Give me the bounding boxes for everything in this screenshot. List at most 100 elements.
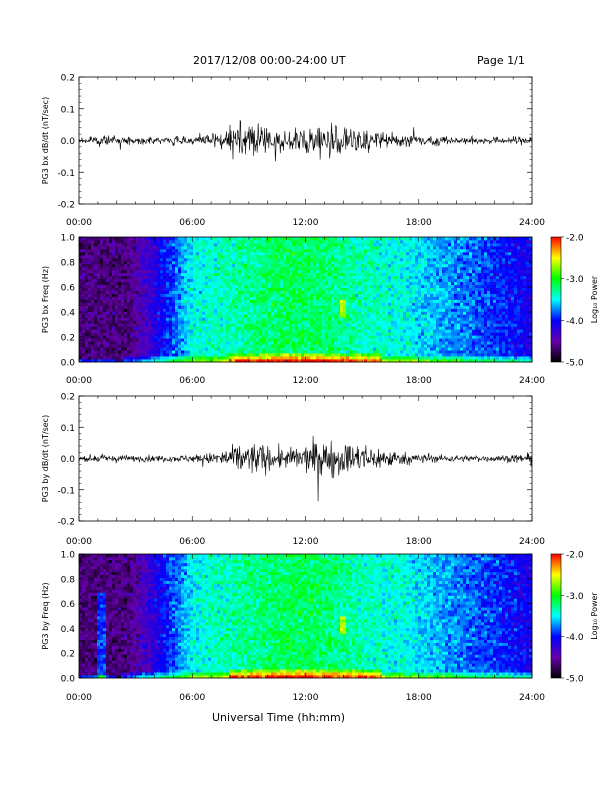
spectrogram-cell — [334, 317, 338, 321]
spectrogram-cell — [376, 239, 380, 244]
spectrogram-cell — [349, 263, 353, 268]
spectrogram-cell — [247, 353, 251, 357]
spectrogram-cell — [364, 314, 368, 318]
spectrogram-cell — [139, 281, 143, 286]
spectrogram-cell — [196, 305, 200, 309]
spectrogram-cell — [118, 308, 122, 312]
spectrogram-cell — [130, 287, 134, 291]
spectrogram-cell — [409, 239, 413, 244]
spectrogram-cell — [418, 239, 422, 244]
spectrogram-cell — [214, 278, 218, 283]
spectrogram-cell — [109, 296, 113, 300]
spectrogram-cell — [346, 353, 350, 357]
spectrogram-cell — [121, 239, 125, 244]
spectrogram-cell — [88, 344, 92, 348]
spectrogram-cell — [274, 242, 278, 247]
spectrogram-cell — [175, 254, 179, 259]
spectrogram-cell — [373, 338, 377, 342]
spectrogram-cell — [226, 359, 230, 363]
spectrogram-cell — [385, 251, 389, 256]
spectrogram-cell — [379, 281, 383, 286]
spectrogram-cell — [181, 278, 185, 283]
spectrogram-cell — [151, 251, 155, 256]
spectrogram-cell — [223, 359, 227, 363]
spectrogram-cell — [268, 296, 272, 300]
spectrogram-cell — [304, 350, 308, 354]
spectrogram-cell — [169, 239, 173, 244]
spectrogram-cell — [364, 284, 368, 288]
spectrogram-cell — [340, 266, 344, 271]
spectrogram-cell — [304, 326, 308, 330]
spectrogram-cell — [205, 314, 209, 318]
spectrogram-cell — [157, 335, 161, 339]
spectrogram-cell — [349, 317, 353, 321]
spectrogram-cell — [217, 290, 221, 294]
spectrogram-cell — [322, 329, 326, 333]
spectrogram-cell — [298, 332, 302, 336]
spectrogram-cell — [139, 353, 143, 357]
spectrogram-cell — [226, 338, 230, 342]
spectrogram-cell — [118, 287, 122, 291]
spectrogram-cell — [91, 353, 95, 357]
spectrogram-cell — [88, 305, 92, 309]
spectrogram-cell — [409, 269, 413, 274]
spectrogram-cell — [166, 272, 170, 277]
spectrogram-cell — [343, 263, 347, 268]
spectrogram-cell — [367, 290, 371, 294]
spectrogram-cell — [88, 335, 92, 339]
spectrogram-cell — [349, 284, 353, 288]
spectrogram-cell — [103, 284, 107, 288]
spectrogram-cell — [307, 296, 311, 300]
spectrogram-cell — [253, 245, 257, 250]
spectrogram-cell — [340, 329, 344, 333]
spectrogram-cell — [307, 353, 311, 357]
spectrogram-cell — [223, 326, 227, 330]
spectrogram-cell — [403, 245, 407, 250]
spectrogram-cell — [274, 344, 278, 348]
spectrogram-cell — [193, 251, 197, 256]
spectrogram-cell — [142, 356, 146, 360]
spectrogram-cell — [160, 242, 164, 247]
spectrogram-cell — [229, 281, 233, 286]
spectrogram-cell — [280, 305, 284, 309]
spectrogram-cell — [223, 290, 227, 294]
spectrogram-cell — [154, 269, 158, 274]
spectrogram-cell — [178, 347, 182, 351]
spectrogram-cell — [259, 257, 263, 262]
spectrogram-cell — [115, 287, 119, 291]
spectrogram-cell — [364, 290, 368, 294]
spectrogram-cell — [367, 275, 371, 280]
spectrogram-cell — [382, 254, 386, 259]
spectrogram-cell — [94, 332, 98, 336]
spectrogram-cell — [295, 254, 299, 259]
spectrogram-cell — [265, 254, 269, 259]
spectrogram-cell — [229, 347, 233, 351]
spectrogram-cell — [142, 284, 146, 288]
spectrogram-cell — [118, 251, 122, 256]
spectrogram-cell — [220, 329, 224, 333]
spectrogram-cell — [151, 263, 155, 268]
spectrogram-cell — [172, 317, 176, 321]
spectrogram-cell — [151, 290, 155, 294]
spectrogram-cell — [400, 248, 404, 253]
spectrogram-cell — [91, 281, 95, 286]
spectrogram-cell — [115, 275, 119, 280]
spectrogram-cell — [373, 260, 377, 265]
spectrogram-cell — [337, 299, 341, 303]
spectrogram-cell — [319, 254, 323, 259]
spectrogram-cell — [151, 272, 155, 277]
spectrogram-cell — [127, 257, 131, 262]
spectrogram-cell — [340, 269, 344, 274]
spectrogram-cell — [124, 347, 128, 351]
spectrogram-cell — [142, 257, 146, 262]
spectrogram-cell — [154, 299, 158, 303]
spectrogram-cell — [418, 323, 422, 327]
spectrogram-cell — [130, 245, 134, 250]
spectrogram-cell — [268, 326, 272, 330]
spectrogram-cell — [94, 341, 98, 345]
spectrogram-cell — [304, 263, 308, 268]
spectrogram-cell — [82, 281, 86, 286]
spectrogram-cell — [205, 329, 209, 333]
spectrogram-cell — [325, 245, 329, 250]
spectrogram-cell — [304, 254, 308, 259]
